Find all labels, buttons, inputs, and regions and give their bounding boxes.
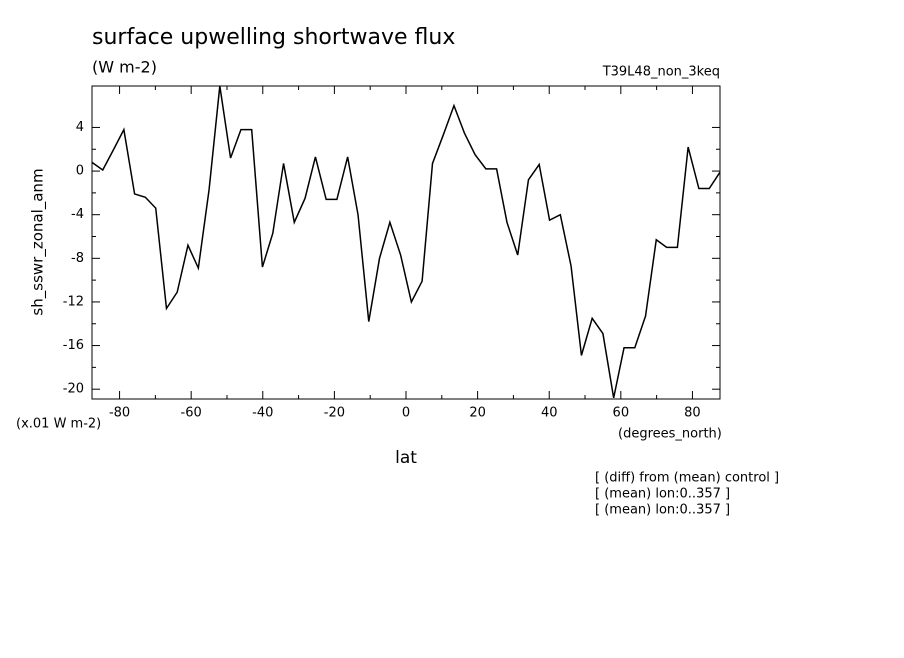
y-tick-label: -12 xyxy=(63,294,84,309)
x-tick-label: 0 xyxy=(402,406,410,421)
x-tick-label: -40 xyxy=(252,406,273,421)
y-units: (x.01 W m-2) xyxy=(16,417,101,432)
y-tick-label: -16 xyxy=(63,338,84,353)
x-tick-label: 20 xyxy=(469,406,486,421)
chart-title: surface upwelling shortwave flux xyxy=(92,25,455,50)
x-axis-label: lat xyxy=(395,448,417,468)
y-tick-label: -8 xyxy=(71,251,84,266)
note: [ (mean) lon:0..357 ] xyxy=(595,487,730,502)
y-axis-label: sh_sswr_zonal_anm xyxy=(29,168,48,315)
plot-frame xyxy=(91,85,721,400)
y-tick-label: -20 xyxy=(63,382,84,397)
x-tick-label: -80 xyxy=(109,406,130,421)
note: [ (diff) from (mean) control ] xyxy=(595,471,779,486)
data-line xyxy=(91,85,721,399)
dataset-label: T39L48_non_3keq xyxy=(602,65,720,80)
y-tick-label: -4 xyxy=(71,207,84,222)
chart-subtitle: (W m-2) xyxy=(92,58,157,77)
x-tick-label: -20 xyxy=(324,406,345,421)
y-tick-label: 4 xyxy=(76,120,84,135)
x-tick-label: -60 xyxy=(181,406,202,421)
x-tick-label: 60 xyxy=(613,406,630,421)
note: [ (mean) lon:0..357 ] xyxy=(595,503,730,518)
x-tick-label: 40 xyxy=(541,406,558,421)
x-units: (degrees_north) xyxy=(618,427,722,442)
y-tick-label: 0 xyxy=(76,164,84,179)
x-tick-label: 80 xyxy=(684,406,701,421)
